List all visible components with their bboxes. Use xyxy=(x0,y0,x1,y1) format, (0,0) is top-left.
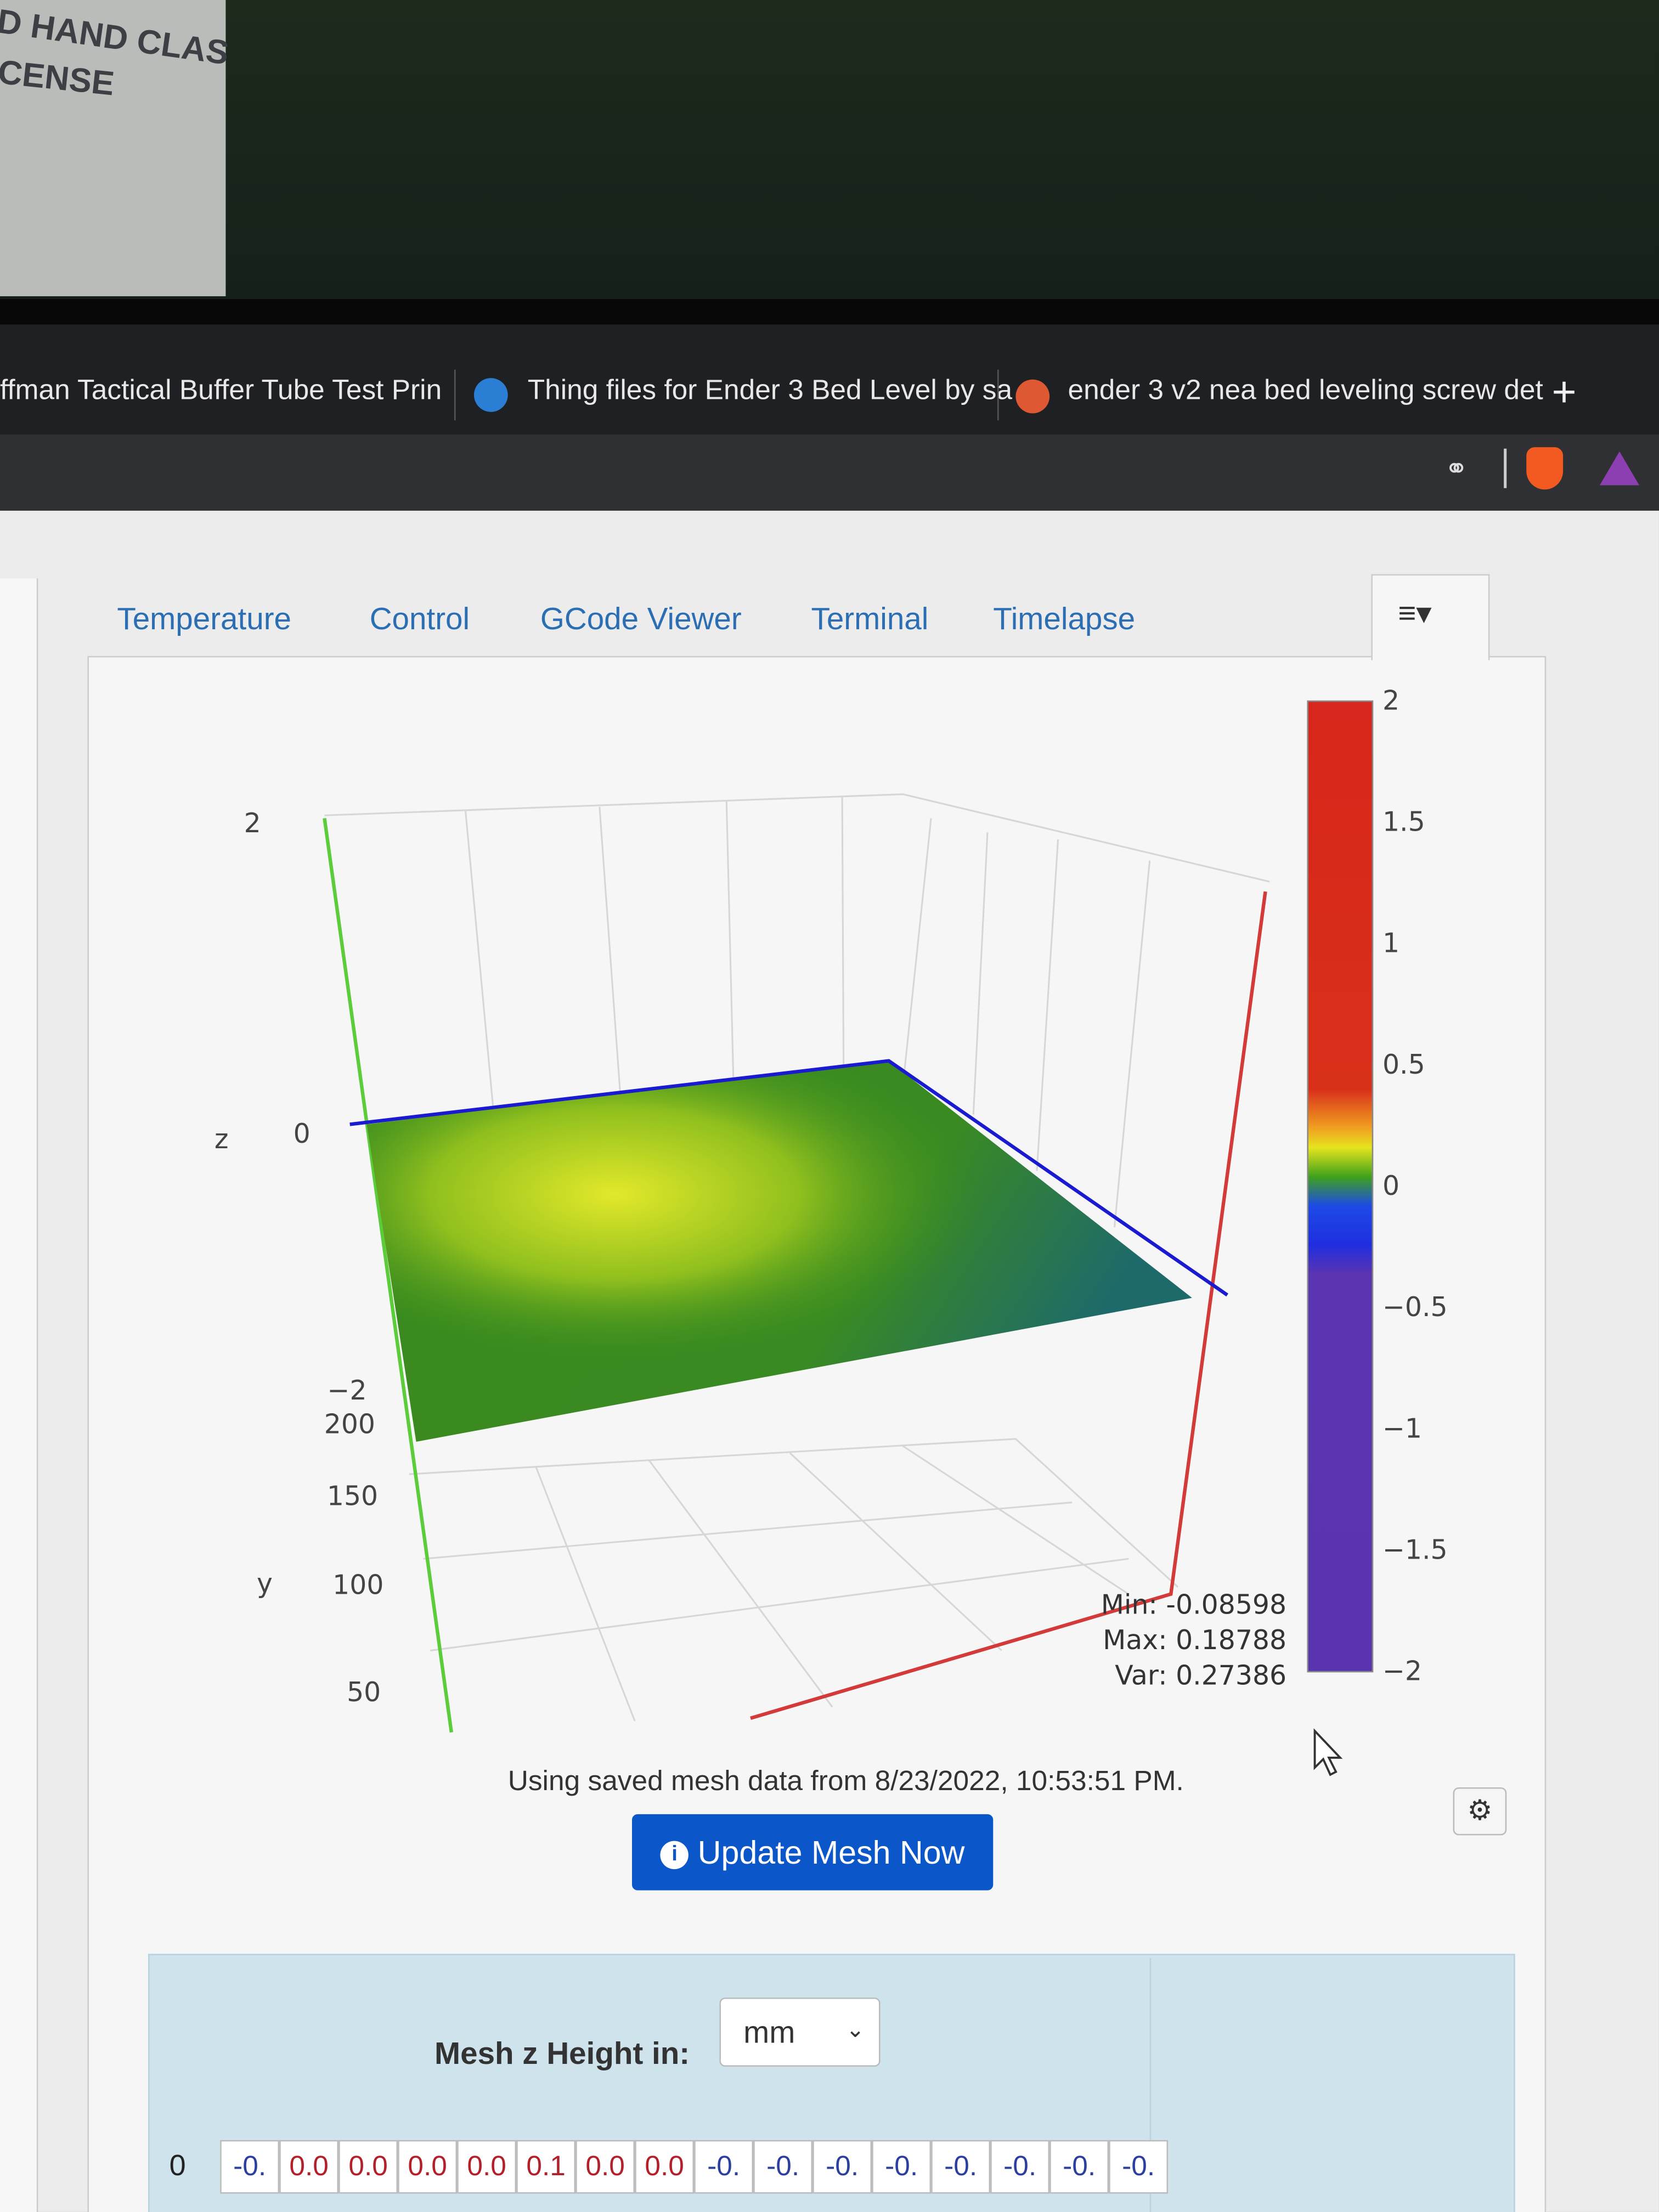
panel xyxy=(87,656,1547,2212)
mesh-cell: 0.0 xyxy=(575,2140,635,2194)
units-select[interactable]: mm ⌄ xyxy=(719,1997,881,2067)
z-axis-title: z xyxy=(215,1124,229,1155)
colorbar-tick-label: −2 xyxy=(1383,1656,1422,1687)
y-tick-label: 100 xyxy=(332,1570,383,1601)
mesh-cell: -0. xyxy=(220,2140,280,2194)
brave-icon[interactable] xyxy=(1526,447,1564,490)
stat-line: Max: 0.18788 xyxy=(1103,1625,1287,1656)
colorbar-tick-label: −1.5 xyxy=(1383,1534,1448,1565)
stat-line: Min: -0.08598 xyxy=(1101,1589,1287,1621)
y-axis-line xyxy=(323,817,454,1733)
colorbar-tick-label: 2 xyxy=(1383,685,1400,716)
tab-icon xyxy=(473,378,508,412)
mesh-cell: 0.0 xyxy=(338,2140,398,2194)
mesh-cell: -0. xyxy=(753,2140,813,2194)
new-tab-button[interactable]: + xyxy=(1551,369,1577,416)
divider xyxy=(997,369,999,421)
tab-bar xyxy=(0,324,1659,435)
colorbar-tick-label: 0.5 xyxy=(1383,1049,1425,1080)
button-label: Update Mesh Now xyxy=(697,1833,965,1871)
x-axis-line xyxy=(750,891,1267,1720)
mesh-cell: -0. xyxy=(931,2140,991,2194)
divider xyxy=(454,369,456,421)
mesh-units-label: Mesh z Height in: xyxy=(434,2035,690,2071)
grid xyxy=(324,793,1270,1722)
colorbar-tick-label: 1.5 xyxy=(1383,806,1425,838)
background xyxy=(0,0,1659,303)
browser-tab[interactable]: ffman Tactical Buffer Tube Test Prin xyxy=(0,375,442,407)
tab-icon xyxy=(1015,379,1050,414)
sidebar xyxy=(0,578,38,2212)
y-tick-label: 150 xyxy=(327,1481,378,1512)
cursor xyxy=(1313,1728,1343,1776)
mesh-cell: -0. xyxy=(872,2140,932,2194)
colorbar xyxy=(1307,700,1374,1673)
mesh-cell: -0. xyxy=(1109,2140,1169,2194)
rewards-icon[interactable] xyxy=(1597,449,1642,488)
y-tick-label: 50 xyxy=(347,1677,381,1708)
divider xyxy=(1504,448,1507,488)
row-index: 0 xyxy=(169,2149,186,2182)
info-icon: i xyxy=(660,1841,689,1870)
stat-line: Var: 0.27386 xyxy=(1115,1660,1287,1692)
colorbar-tick-label: 1 xyxy=(1383,928,1400,959)
nav-tab[interactable]: Control xyxy=(369,601,470,636)
z-tick-label: 2 xyxy=(244,808,261,839)
divider xyxy=(1149,1958,1152,2212)
mesh-cell: 0.0 xyxy=(635,2140,695,2194)
menu-icon: ≡▾ xyxy=(1398,595,1432,631)
y-axis-title: y xyxy=(257,1568,273,1599)
surface-edge xyxy=(349,1059,1228,1297)
mesh-cell: 0.0 xyxy=(279,2140,339,2194)
toolbar xyxy=(0,434,1659,511)
select-arrow: ⌄ xyxy=(845,2018,865,2043)
colorbar-tick-label: −0.5 xyxy=(1383,1291,1448,1323)
browser-tab[interactable]: ender 3 v2 nea bed leveling screw det xyxy=(1068,375,1543,407)
paper xyxy=(0,0,226,296)
mesh-cell: -0. xyxy=(812,2140,872,2194)
colorbar-tick-label: 0 xyxy=(1383,1170,1400,1201)
mesh-cell: 0.0 xyxy=(398,2140,458,2194)
nav-tab[interactable]: Terminal xyxy=(811,601,929,636)
colorbar-tick-label: −1 xyxy=(1383,1413,1422,1444)
active-tab[interactable]: ≡▾ xyxy=(1371,574,1490,661)
nav-tab[interactable]: GCode Viewer xyxy=(540,601,742,636)
key-icon[interactable]: ⚭ xyxy=(1444,454,1469,486)
bezel xyxy=(0,299,1659,328)
z-tick-label: 0 xyxy=(294,1118,311,1149)
mesh-cell: -0. xyxy=(990,2140,1050,2194)
update-mesh-button[interactable]: i Update Mesh Now xyxy=(631,1814,994,1891)
status-text: Using saved mesh data from 8/23/2022, 10… xyxy=(507,1766,1184,1797)
nav-tab[interactable]: Timelapse xyxy=(993,601,1136,636)
mesh-cell: -0. xyxy=(1049,2140,1109,2194)
mesh-cell: -0. xyxy=(694,2140,754,2194)
y-tick-label: 200 xyxy=(324,1409,375,1440)
nav-tab[interactable]: Temperature xyxy=(117,601,292,636)
mesh-cell: 0.1 xyxy=(516,2140,576,2194)
browser-tab[interactable]: Thing files for Ender 3 Bed Level by sa xyxy=(527,375,1013,407)
mesh-cell: 0.0 xyxy=(457,2140,517,2194)
settings-button[interactable]: ⚙ xyxy=(1453,1787,1507,1836)
mesh-surface-highlight xyxy=(366,1060,1192,1442)
z-tick-label: −2 xyxy=(328,1375,367,1406)
select-value: mm xyxy=(743,2014,795,2050)
